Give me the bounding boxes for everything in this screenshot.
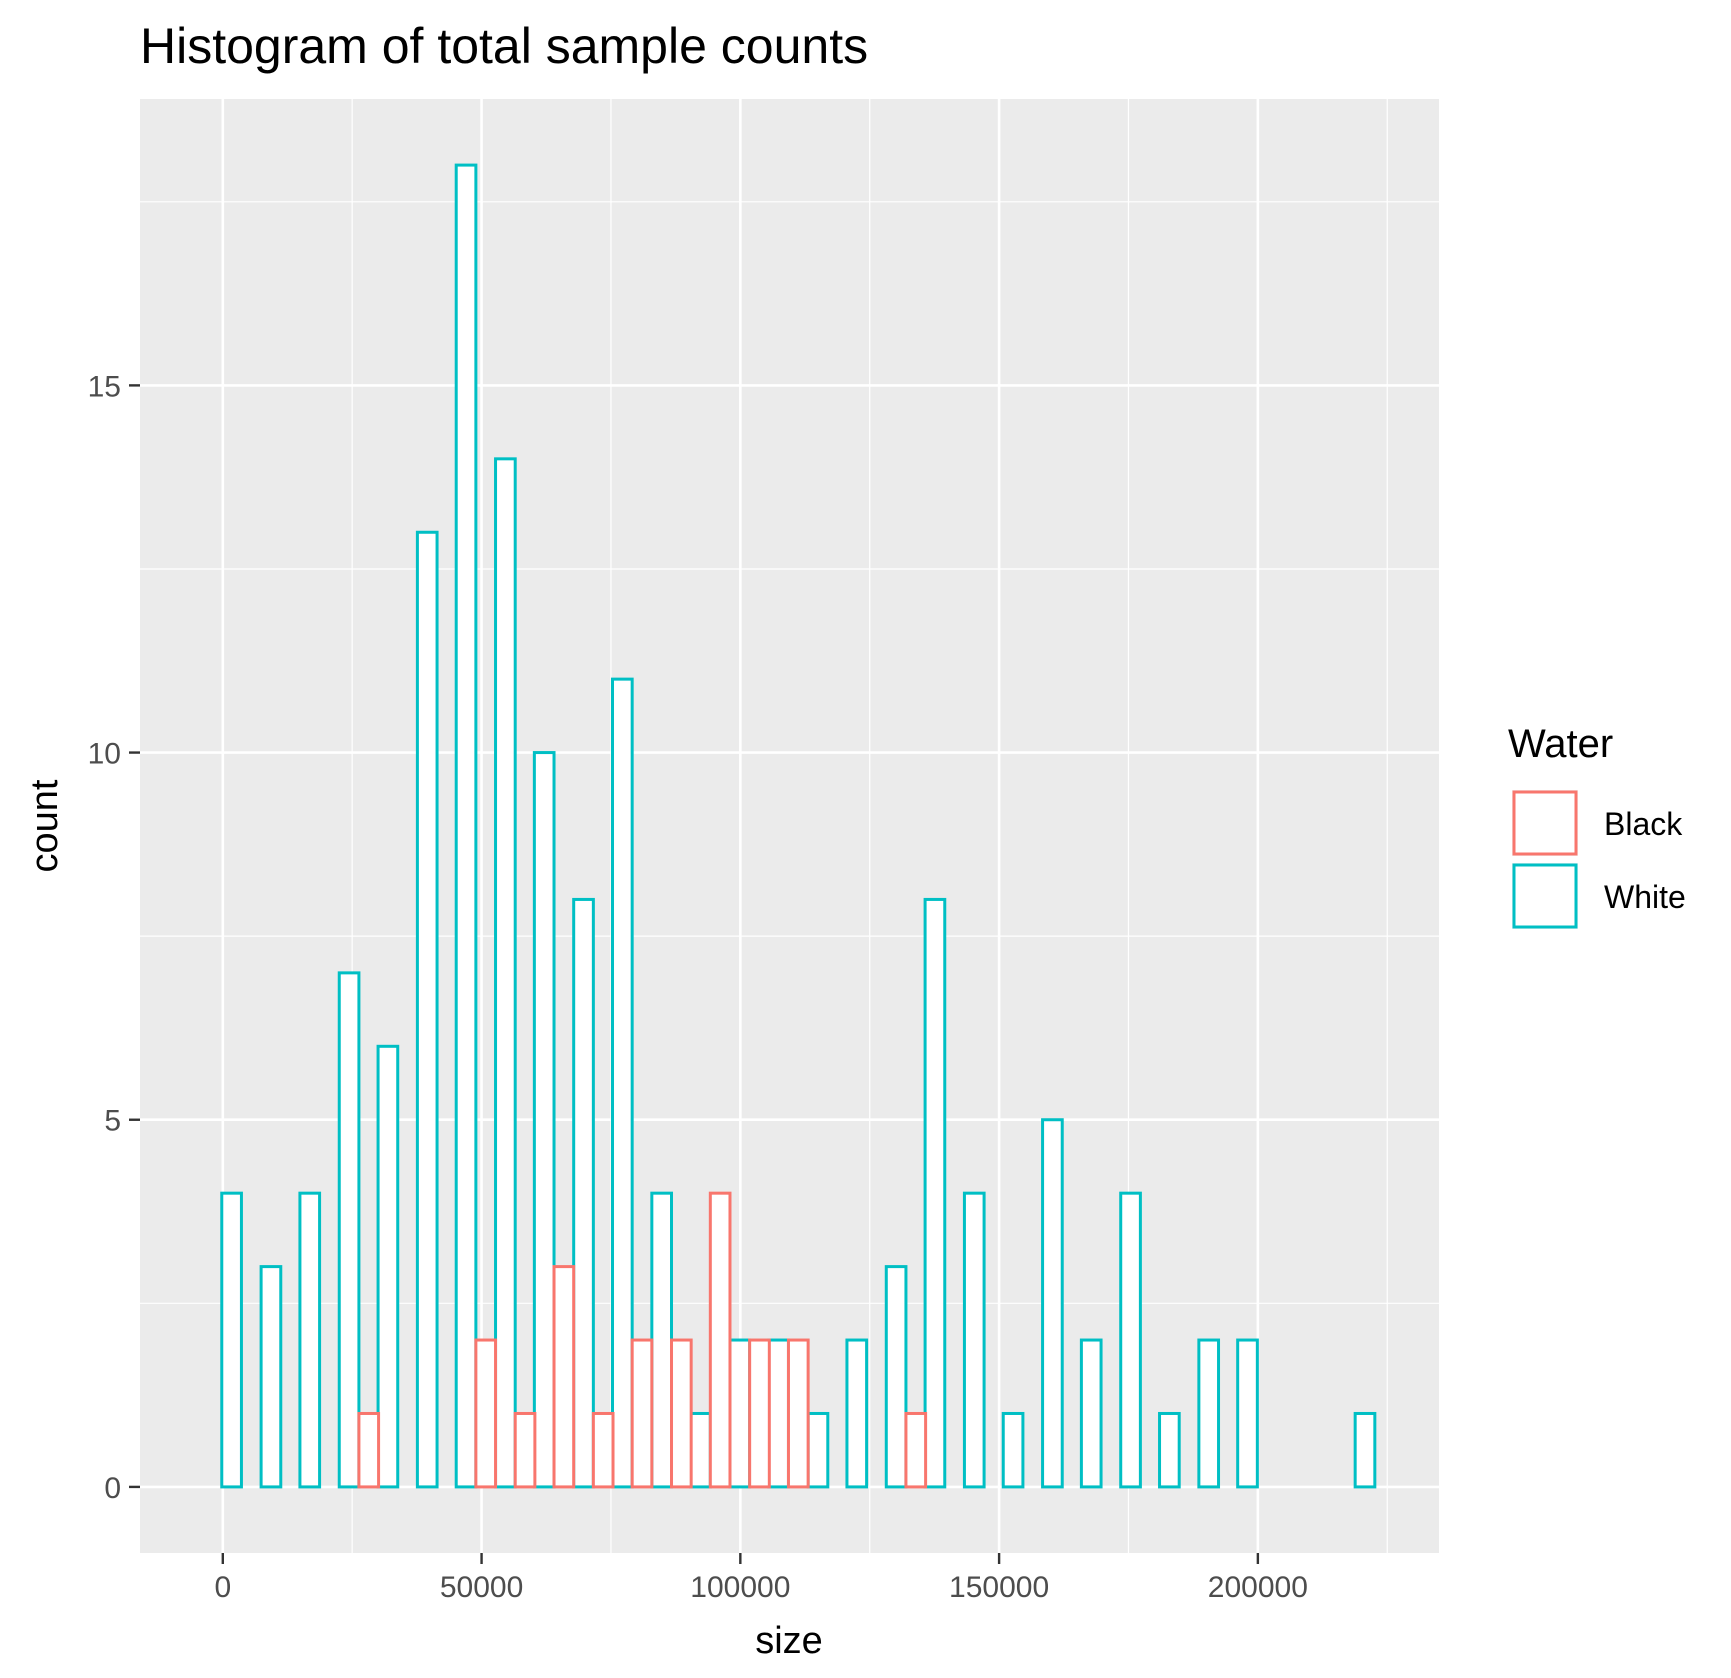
x-tick-label: 50000 [440, 1571, 523, 1604]
bar-black [786, 1338, 810, 1489]
y-tick-label: 10 [88, 738, 121, 771]
legend-label-black: Black [1604, 806, 1683, 842]
x-tick-label: 200000 [1208, 1571, 1308, 1604]
bar-white [845, 1338, 869, 1489]
bar-white [572, 897, 595, 1489]
bar-white [1079, 1338, 1103, 1489]
y-axis: 0 5 10 15 [88, 370, 140, 1505]
bar-white [728, 1338, 752, 1489]
bar-black [591, 1411, 615, 1489]
legend-entries: Black White [1512, 790, 1686, 929]
bar-black [552, 1265, 576, 1489]
y-axis-title: count [24, 779, 66, 872]
legend-key-black [1512, 790, 1578, 856]
chart-title: Histogram of total sample counts [140, 18, 868, 74]
legend-key-white [1512, 863, 1578, 929]
bar-white [767, 1338, 790, 1489]
legend: Water Black White [1508, 722, 1686, 929]
bar-black [513, 1411, 537, 1489]
bar-white [220, 1191, 243, 1489]
bar-white [415, 530, 439, 1489]
x-tick-label: 150000 [949, 1571, 1049, 1604]
bar-white [884, 1265, 908, 1489]
bar-white [1236, 1338, 1259, 1489]
x-tick-label: 100000 [690, 1571, 790, 1604]
x-tick-label: 0 [214, 1571, 231, 1604]
plot-panel [140, 99, 1439, 1553]
bar-black [904, 1411, 928, 1489]
bar-black [474, 1338, 498, 1489]
bar-white [689, 1411, 712, 1489]
bar-white [1001, 1411, 1025, 1489]
x-axis-title: size [755, 1620, 823, 1662]
series-black [357, 1191, 928, 1489]
bar-white [1041, 1118, 1064, 1489]
bar-white [454, 163, 478, 1489]
bar-white [962, 1191, 986, 1489]
bar-black [670, 1338, 693, 1489]
series-white [220, 163, 1377, 1489]
y-tick-label: 15 [88, 370, 121, 403]
bar-white [1197, 1338, 1221, 1489]
bar-white [1119, 1191, 1142, 1489]
y-tick-label: 5 [104, 1105, 121, 1138]
bar-white [650, 1191, 674, 1489]
bar-white [337, 971, 361, 1489]
bar-white [1158, 1411, 1181, 1489]
x-axis: 0 50000 100000 150000 200000 [214, 1553, 1308, 1604]
bar-black [748, 1338, 771, 1489]
legend-title: Water [1508, 722, 1613, 766]
y-tick-label: 0 [104, 1472, 121, 1505]
bar-white [494, 457, 517, 1489]
bar-black [630, 1338, 654, 1489]
bar-white [1353, 1411, 1377, 1489]
bar-white [532, 751, 556, 1489]
bar-white [376, 1044, 400, 1489]
bar-white [298, 1191, 322, 1489]
bar-black [357, 1411, 381, 1489]
bar-black [708, 1191, 732, 1489]
bar-white [806, 1411, 830, 1489]
bar-white [923, 897, 947, 1489]
bar-white [259, 1265, 283, 1489]
histogram-bars [220, 163, 1377, 1489]
legend-label-white: White [1604, 879, 1686, 915]
bar-white [611, 677, 634, 1489]
